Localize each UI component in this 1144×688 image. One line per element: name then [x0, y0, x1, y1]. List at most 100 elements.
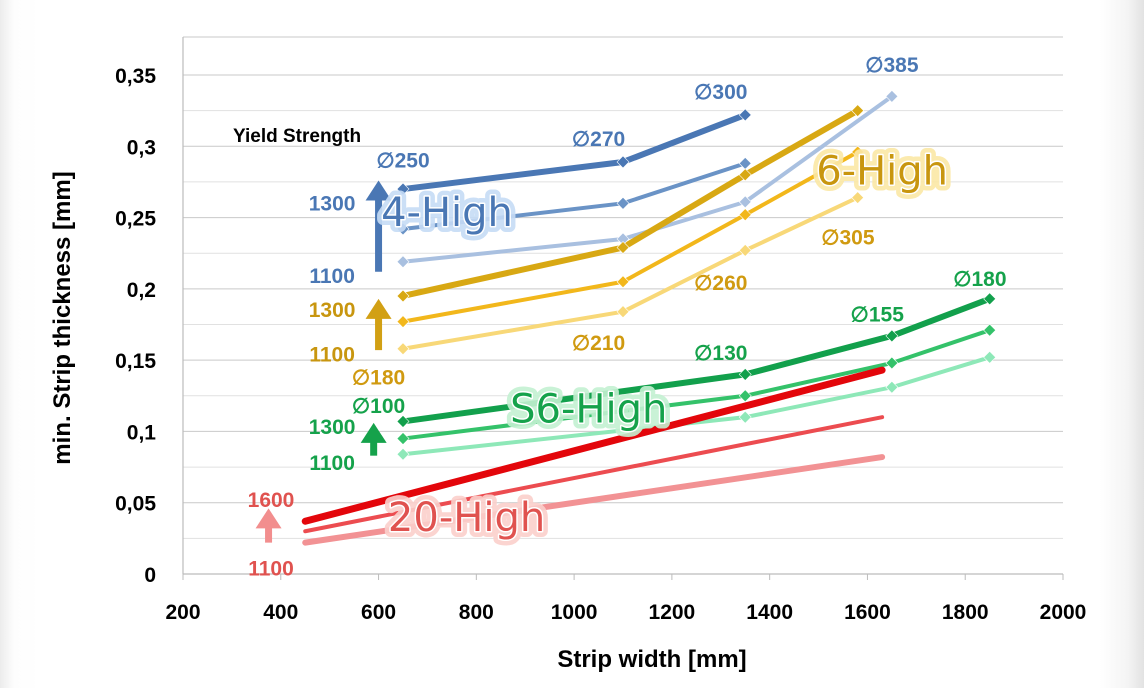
data-point: [396, 315, 410, 329]
strength-label: 1300: [309, 192, 356, 215]
data-point: [396, 342, 410, 356]
x-tick-label: 200: [165, 601, 200, 624]
series-line-20-high-1: [303, 415, 885, 534]
strength-arrow: [255, 508, 282, 543]
data-point: [738, 389, 752, 403]
series-line-6-high-0: [400, 107, 861, 299]
data-point: [396, 289, 410, 303]
data-point: [983, 350, 997, 364]
diameter-label: ∅155: [851, 304, 905, 327]
y-tick-label: 0,05: [115, 493, 156, 516]
diameter-label: ∅180: [352, 366, 405, 389]
data-point: [616, 305, 630, 319]
group-label-text: 4-High: [381, 190, 513, 236]
svg-text:20-High: 20-High: [388, 495, 545, 541]
y-tick-label: 0,1: [127, 421, 157, 444]
group-label-text: 6-High: [816, 149, 948, 195]
arrows: [255, 180, 392, 543]
strength-label: 1300: [309, 299, 356, 322]
strength-label: 1100: [248, 557, 294, 580]
data-point: [885, 380, 899, 394]
data-point: [885, 356, 899, 370]
data-point: [885, 329, 899, 343]
diameter-label: ∅210: [572, 332, 625, 355]
y-tick-label: 0,25: [115, 208, 156, 231]
data-point: [851, 104, 865, 118]
strength-arrow: [360, 422, 387, 456]
data-point: [396, 432, 410, 445]
x-tick-label: 1400: [746, 601, 793, 624]
diameter-label: ∅260: [694, 272, 747, 295]
y-tick-label: 0,3: [127, 136, 156, 159]
diameter-label: ∅250: [376, 150, 429, 173]
x-tick-label: 2000: [1040, 601, 1087, 624]
strength-label: 1600: [248, 489, 295, 512]
data-point: [396, 255, 410, 269]
strength-label: 1100: [309, 452, 355, 475]
strength-arrow: [365, 180, 392, 272]
axes: 200 400 600 800 1000 1200 1400 1600 1800 2000 0 0,0…: [115, 37, 1086, 624]
x-tick-label: 1600: [844, 601, 891, 624]
data-point: [738, 108, 752, 122]
x-tick-label: 1800: [942, 601, 989, 624]
yield-strength-title: Yield Strength: [233, 126, 361, 147]
strength-arrow: [365, 298, 392, 351]
x-tick-label: 800: [459, 601, 494, 624]
data-point: [396, 182, 410, 196]
x-axis-title: Strip width [mm]: [557, 646, 746, 673]
group-label-text: 20-High: [388, 495, 545, 541]
series-line-20-high-0: [301, 366, 886, 525]
x-tick-label: 1000: [551, 601, 598, 624]
svg-text:6-High: 6-High: [816, 149, 948, 195]
svg-text:S6-High: S6-High: [510, 387, 667, 433]
y-tick-label: 0,15: [115, 350, 156, 373]
strength-label: 1100: [309, 265, 355, 288]
diameter-label: ∅305: [821, 227, 875, 250]
series-line-4-high-2: [401, 94, 894, 264]
data-point: [851, 145, 865, 159]
data-point: [396, 447, 410, 461]
data-point: [616, 275, 630, 289]
diameter-label: ∅385: [865, 54, 919, 77]
data-point: [885, 89, 899, 103]
series-line-4-high-0: [400, 111, 749, 193]
diameter-label: ∅180: [953, 268, 1006, 291]
y-tick-label: 0,2: [127, 279, 156, 302]
data-point: [616, 241, 630, 254]
series-line-s6-high-2: [401, 355, 992, 457]
data-point: [738, 208, 752, 222]
diameter-label: ∅100: [352, 395, 405, 418]
x-tick-label: 400: [263, 601, 298, 624]
data-point: [738, 195, 752, 209]
y-tick-label: 0: [144, 564, 156, 587]
markers: [396, 89, 997, 461]
data-point: [738, 168, 752, 182]
data-point: [616, 196, 630, 210]
y-axis-title: min. Strip thickness [mm]: [49, 171, 76, 464]
data-point: [983, 292, 997, 306]
data-point: [396, 415, 410, 428]
strength-label: 1300: [309, 416, 356, 439]
series-line-6-high-1: [401, 149, 860, 324]
data-point: [738, 367, 752, 381]
series-line-6-high-2: [401, 195, 860, 351]
data-point: [738, 243, 752, 257]
diameter-label: ∅270: [572, 128, 625, 151]
data-point: [738, 156, 752, 170]
series-line-20-high-2: [302, 454, 886, 546]
diameter-label: ∅130: [694, 342, 747, 365]
data-point: [396, 222, 410, 236]
group-label-text: S6-High: [510, 387, 667, 433]
y-tick-label: 0,35: [115, 65, 156, 88]
strength-label: 1100: [309, 343, 355, 366]
x-tick-label: 1200: [649, 601, 696, 624]
series-line-s6-high-0: [400, 295, 993, 425]
data-point: [851, 191, 865, 205]
x-tick-label: 600: [361, 601, 396, 624]
